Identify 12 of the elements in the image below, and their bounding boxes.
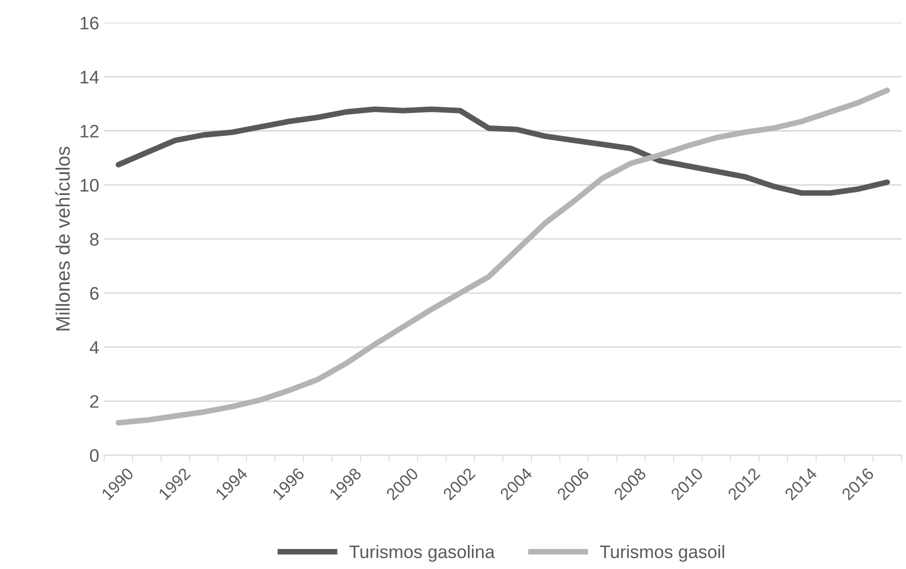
y-tick-label: 2 (90, 395, 98, 408)
y-tick-label: 8 (90, 232, 99, 246)
y-tick-label: 0 (90, 449, 99, 462)
y-tick-label: 6 (90, 286, 99, 300)
y-tick-label: 12 (80, 124, 98, 138)
y-tick-label: 14 (80, 70, 99, 84)
y-tick-label: 16 (80, 16, 99, 30)
legend-label: Turismos gasolina (349, 544, 495, 562)
legend-label: Turismos gasoil (600, 544, 724, 562)
y-tick-label: 4 (90, 341, 99, 354)
y-axis-title: Millones de vehículos (55, 146, 70, 330)
y-tick-label: 10 (80, 178, 99, 192)
